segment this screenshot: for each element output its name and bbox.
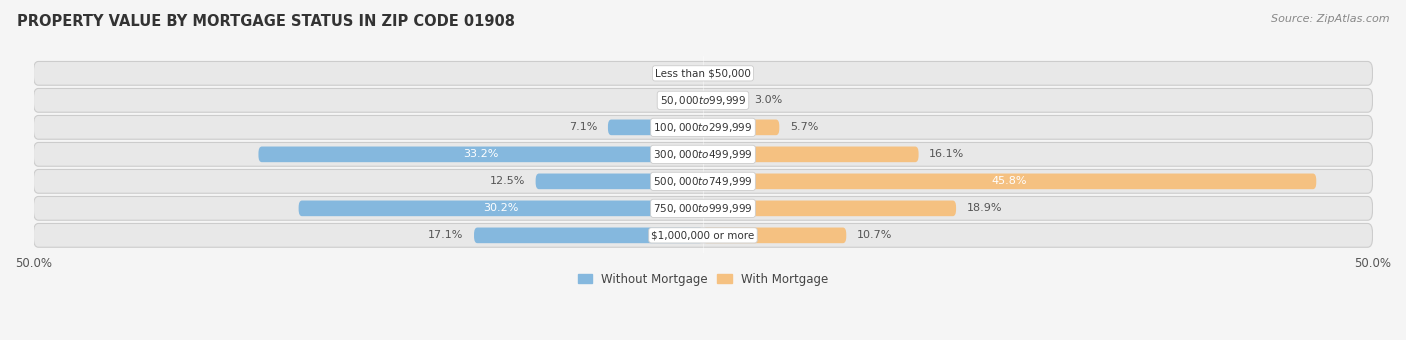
FancyBboxPatch shape	[536, 173, 703, 189]
FancyBboxPatch shape	[34, 197, 1372, 220]
FancyBboxPatch shape	[474, 227, 703, 243]
Text: PROPERTY VALUE BY MORTGAGE STATUS IN ZIP CODE 01908: PROPERTY VALUE BY MORTGAGE STATUS IN ZIP…	[17, 14, 515, 29]
FancyBboxPatch shape	[34, 142, 1372, 166]
FancyBboxPatch shape	[703, 227, 846, 243]
Text: Source: ZipAtlas.com: Source: ZipAtlas.com	[1271, 14, 1389, 23]
Text: 5.7%: 5.7%	[790, 122, 818, 132]
FancyBboxPatch shape	[34, 223, 1372, 247]
Text: $300,000 to $499,999: $300,000 to $499,999	[654, 148, 752, 161]
Text: 33.2%: 33.2%	[463, 149, 498, 159]
Text: 7.1%: 7.1%	[569, 122, 598, 132]
Text: 12.5%: 12.5%	[489, 176, 524, 186]
FancyBboxPatch shape	[703, 201, 956, 216]
Text: Less than $50,000: Less than $50,000	[655, 68, 751, 78]
FancyBboxPatch shape	[34, 116, 1372, 139]
Text: 17.1%: 17.1%	[427, 231, 464, 240]
Text: 18.9%: 18.9%	[967, 203, 1002, 214]
FancyBboxPatch shape	[703, 120, 779, 135]
Legend: Without Mortgage, With Mortgage: Without Mortgage, With Mortgage	[574, 268, 832, 290]
Text: $500,000 to $749,999: $500,000 to $749,999	[654, 175, 752, 188]
Text: $50,000 to $99,999: $50,000 to $99,999	[659, 94, 747, 107]
Text: 0.0%: 0.0%	[664, 68, 692, 78]
Text: 30.2%: 30.2%	[484, 203, 519, 214]
FancyBboxPatch shape	[703, 92, 744, 108]
Text: 0.0%: 0.0%	[664, 95, 692, 105]
Text: $1,000,000 or more: $1,000,000 or more	[651, 231, 755, 240]
Text: 16.1%: 16.1%	[929, 149, 965, 159]
Text: 3.0%: 3.0%	[754, 95, 782, 105]
FancyBboxPatch shape	[703, 147, 918, 162]
Text: 45.8%: 45.8%	[991, 176, 1028, 186]
Text: 0.0%: 0.0%	[714, 68, 742, 78]
Text: $750,000 to $999,999: $750,000 to $999,999	[654, 202, 752, 215]
FancyBboxPatch shape	[34, 62, 1372, 85]
FancyBboxPatch shape	[607, 120, 703, 135]
FancyBboxPatch shape	[703, 173, 1316, 189]
FancyBboxPatch shape	[34, 169, 1372, 193]
FancyBboxPatch shape	[34, 88, 1372, 112]
Text: 10.7%: 10.7%	[858, 231, 893, 240]
FancyBboxPatch shape	[298, 201, 703, 216]
Text: $100,000 to $299,999: $100,000 to $299,999	[654, 121, 752, 134]
FancyBboxPatch shape	[259, 147, 703, 162]
